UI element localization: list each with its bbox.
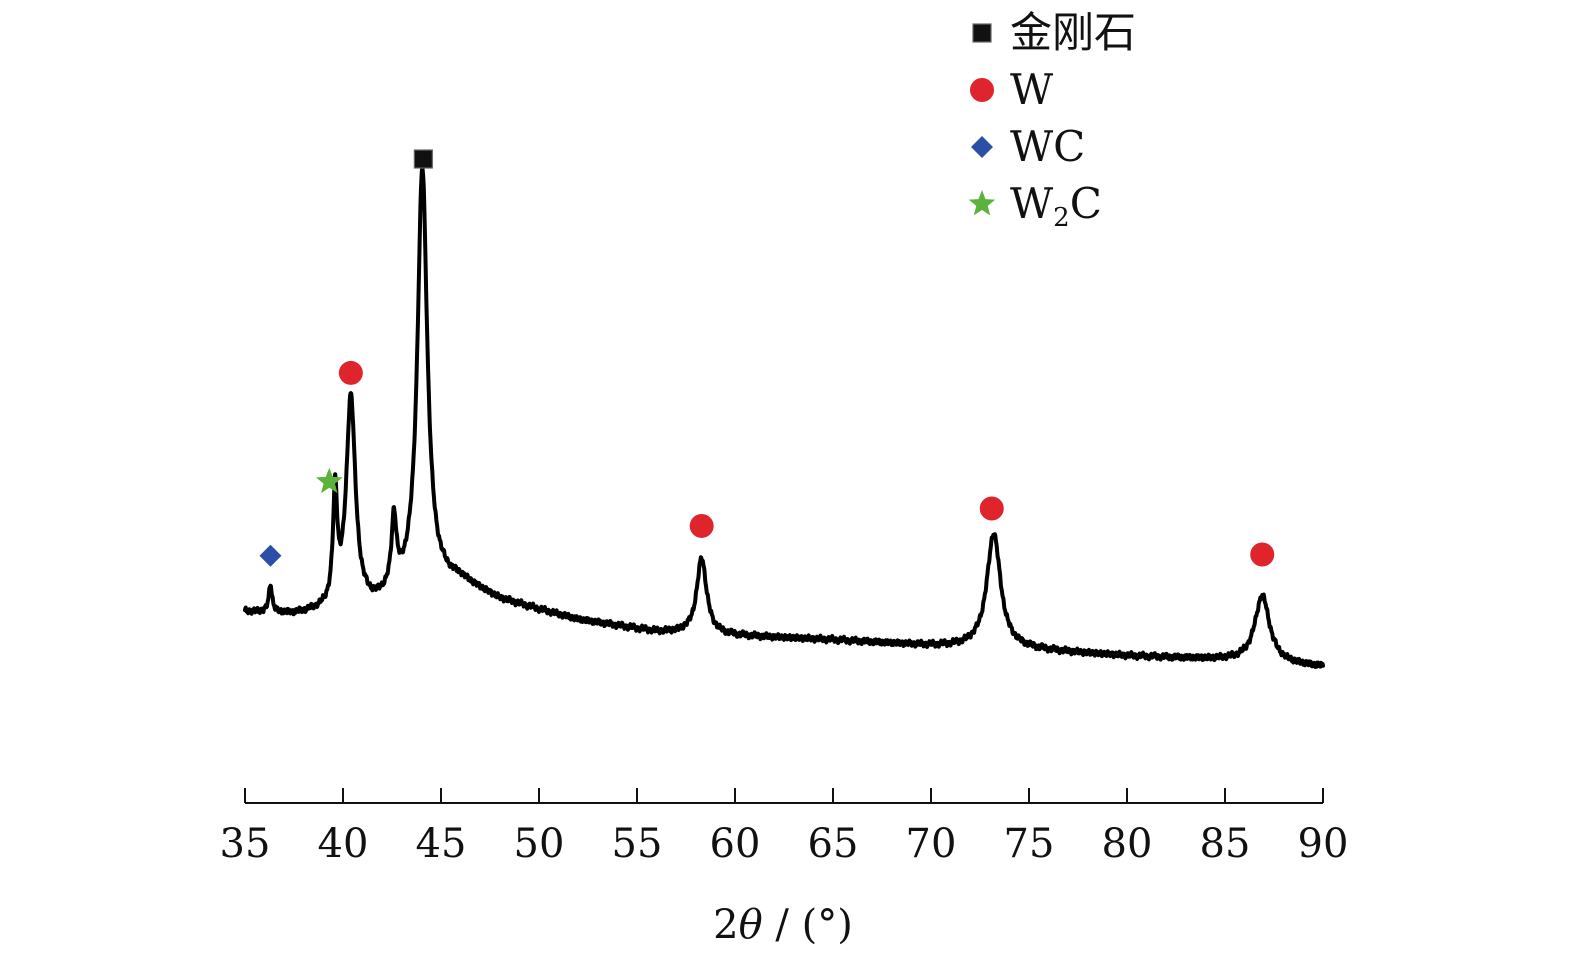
x-tick-label: 80 xyxy=(1102,821,1153,867)
x-tick-label: 85 xyxy=(1200,821,1251,867)
phase-marker-circle xyxy=(1250,542,1275,567)
phase-marker-square xyxy=(413,149,433,169)
x-tick-label: 90 xyxy=(1298,821,1349,867)
legend-diamond-icon xyxy=(971,136,993,158)
x-tick-label: 65 xyxy=(808,821,859,867)
x-tick-label: 35 xyxy=(220,821,271,867)
legend-label: 金刚石 xyxy=(1010,8,1136,57)
x-tick-label: 45 xyxy=(416,821,467,867)
phase-marker-circle xyxy=(338,360,363,385)
legend-square-icon xyxy=(972,23,992,43)
x-tick-label: 75 xyxy=(1004,821,1055,867)
x-axis: 35 40 45 50 55 60 65 70 75 80 85 90 xyxy=(220,788,1349,867)
x-tick-label: 70 xyxy=(906,821,957,867)
legend-label: W2C xyxy=(1010,179,1102,233)
legend-label: WC xyxy=(1010,122,1085,171)
x-tick-label: 55 xyxy=(612,821,663,867)
xrd-series-line xyxy=(243,165,1325,669)
legend: 金刚石 W WC W2C xyxy=(968,8,1136,233)
legend-label: W xyxy=(1010,65,1054,114)
x-tick-label: 60 xyxy=(710,821,761,867)
phase-marker-diamond xyxy=(259,544,282,567)
phase-marker-circle xyxy=(689,513,714,538)
phase-marker-circle xyxy=(979,496,1004,521)
phase-marker-star xyxy=(315,467,343,494)
plot-area xyxy=(243,165,1325,669)
phase-markers xyxy=(259,149,1275,567)
x-tick-label: 40 xyxy=(318,821,369,867)
x-tick-label: 50 xyxy=(514,821,565,867)
legend-star-icon xyxy=(968,190,996,216)
x-axis-label: 2θ / (°) xyxy=(713,902,853,948)
legend-circle-icon xyxy=(970,78,994,102)
